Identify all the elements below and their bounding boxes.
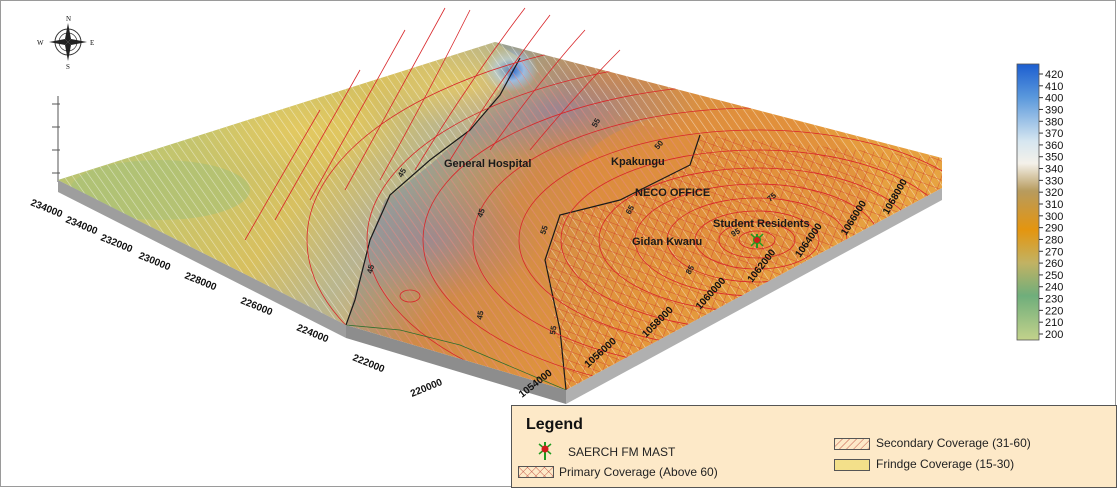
y-tick: 228000: [183, 271, 218, 294]
place-label-general-hospital: General Hospital: [444, 158, 531, 170]
y-tick: 220000: [409, 377, 444, 400]
colorbar-tick-label: 270: [1045, 246, 1063, 258]
legend-item-mast: SAERCH FM MAST: [568, 445, 676, 459]
colorbar-tick-label: 280: [1045, 234, 1063, 246]
fm-mast-icon: [750, 233, 764, 248]
y-tick: 226000: [239, 296, 274, 319]
colorbar-tick-label: 220: [1045, 305, 1063, 317]
signal-contours-upper: [244, 7, 621, 241]
colorbar-ramp: [1016, 63, 1040, 341]
block-side-left: [58, 180, 346, 338]
place-label-kpakungu: Kpakungu: [611, 156, 665, 168]
colorbar-tick-label: 210: [1045, 317, 1063, 329]
legend-item-fringe: Frindge Coverage (15-30): [876, 457, 1015, 471]
contour-label: 45: [365, 263, 376, 274]
colorbar-tick-label: 340: [1045, 164, 1063, 176]
colorbar-tick-label: 230: [1045, 294, 1063, 306]
fm-mast-icon: [538, 442, 552, 460]
legend-panel: Legend SAERCH FM MAST Primary Coverage (…: [511, 405, 1117, 488]
colorbar-tick-label: 380: [1045, 116, 1063, 128]
legend-item-secondary: Secondary Coverage (31-60): [876, 436, 1031, 450]
legend-item-primary: Primary Coverage (Above 60): [559, 465, 718, 479]
colorbar-tick-label: 350: [1045, 152, 1063, 164]
legend-title: Legend: [526, 416, 583, 433]
place-label-gidan-kwanu: Gidan Kwanu: [632, 236, 702, 248]
block-side-front: [346, 325, 566, 404]
z-axis: [52, 96, 60, 182]
y-tick: 232000: [99, 233, 134, 256]
primary-coverage-zone: [544, 134, 942, 390]
contour-label: 45: [475, 309, 486, 320]
compass-s: S: [66, 63, 70, 71]
colorbar-tick-label: 410: [1045, 81, 1063, 93]
colorbar-tick-label: 290: [1045, 223, 1063, 235]
colorbar-tick-label: 360: [1045, 140, 1063, 152]
legend-swatch-primary: [518, 466, 554, 478]
compass-n: N: [66, 15, 71, 23]
surface-grid: [345, 324, 567, 390]
colorbar-tick-label: 400: [1045, 93, 1063, 105]
elevation-colorbar: 4204104003903803703603503403303203103002…: [1016, 63, 1063, 341]
colorbar-tick-label: 260: [1045, 258, 1063, 270]
colorbar-tick-label: 310: [1045, 199, 1063, 211]
contour-label: 45: [475, 207, 487, 219]
colorbar-tick-label: 390: [1045, 104, 1063, 116]
colorbar-tick-label: 200: [1045, 329, 1063, 341]
colorbar-tick-label: 420: [1045, 69, 1063, 81]
place-label-student-residents: Student Residents: [713, 218, 810, 230]
y-tick: 230000: [137, 251, 172, 274]
compass-rose-icon: N S E W: [37, 15, 94, 71]
colorbar-tick-label: 370: [1045, 128, 1063, 140]
legend-swatch-fringe: [834, 459, 870, 471]
compass-w: W: [37, 39, 44, 47]
y-tick: 234000: [64, 215, 99, 238]
place-label-neco-office: NECO OFFICE: [635, 187, 710, 199]
contour-label: 55: [548, 324, 559, 335]
y-tick: 222000: [351, 353, 386, 376]
colorbar-tick-label: 320: [1045, 187, 1063, 199]
block-side-right: [566, 188, 942, 404]
colorbar-tick-label: 300: [1045, 211, 1063, 223]
colorbar-tick-label: 240: [1045, 282, 1063, 294]
colorbar-tick-label: 330: [1045, 175, 1063, 187]
legend-swatch-secondary: [834, 438, 870, 450]
secondary-coverage-zone: [345, 57, 700, 390]
contour-label: 55: [538, 224, 550, 236]
colorbar-tick-label: 250: [1045, 270, 1063, 282]
compass-e: E: [90, 39, 94, 47]
y-tick: 234000: [29, 198, 64, 221]
